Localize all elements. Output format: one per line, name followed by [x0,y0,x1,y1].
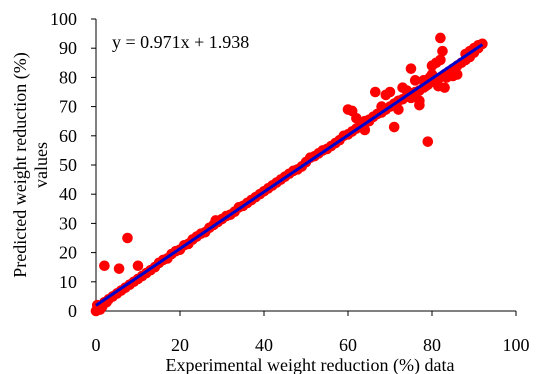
x-tick-label: 100 [503,335,530,355]
data-point [370,86,381,98]
x-tick-label: 80 [423,335,441,355]
data-point [393,104,404,115]
data-point [384,86,396,98]
y-axis-title: Predicted weight reduction (%) values [10,52,51,277]
data-point [132,260,144,272]
x-tick-label: 40 [255,335,273,355]
y-tick-label: 70 [59,97,77,117]
data-point [388,121,400,133]
y-tick-label: 60 [59,126,77,146]
trendline [95,43,484,307]
y-axis-title-line: values [31,142,51,188]
y-tick-label: 80 [59,67,77,87]
data-point [405,63,417,74]
data-point [439,82,450,93]
y-tick-label: 20 [59,243,77,263]
data-point [435,54,446,66]
data-point [414,95,425,107]
y-tick-label: 30 [59,213,77,233]
data-point [409,75,421,86]
y-axis: 0 10 20 30 40 50 60 70 80 90 100 [50,9,97,321]
data-point [113,263,125,274]
data-point [437,45,448,57]
data-point [99,260,110,272]
data-point [122,232,133,244]
y-tick-label: 40 [59,184,77,204]
y-axis-title-line: Predicted weight reduction (%) [10,52,31,277]
y-tick-label: 90 [59,38,77,58]
x-axis: 0 20 40 60 80 100 [92,310,530,355]
regression-equation: y = 0.971x + 1.938 [112,32,249,52]
data-point [351,112,362,124]
y-tick-label: 0 [68,301,77,321]
data-point [435,32,446,44]
trendline-group [95,43,484,307]
data-point [422,136,434,147]
y-tick-label: 100 [50,9,77,29]
y-tick-label: 50 [59,155,77,175]
data-point [451,69,463,80]
y-tick-label: 10 [59,272,77,292]
x-tick-label: 60 [339,335,357,355]
x-tick-label: 0 [92,335,101,355]
x-tick-label: 20 [171,335,189,355]
x-axis-title: Experimental weight reduction (%) data [166,355,455,374]
